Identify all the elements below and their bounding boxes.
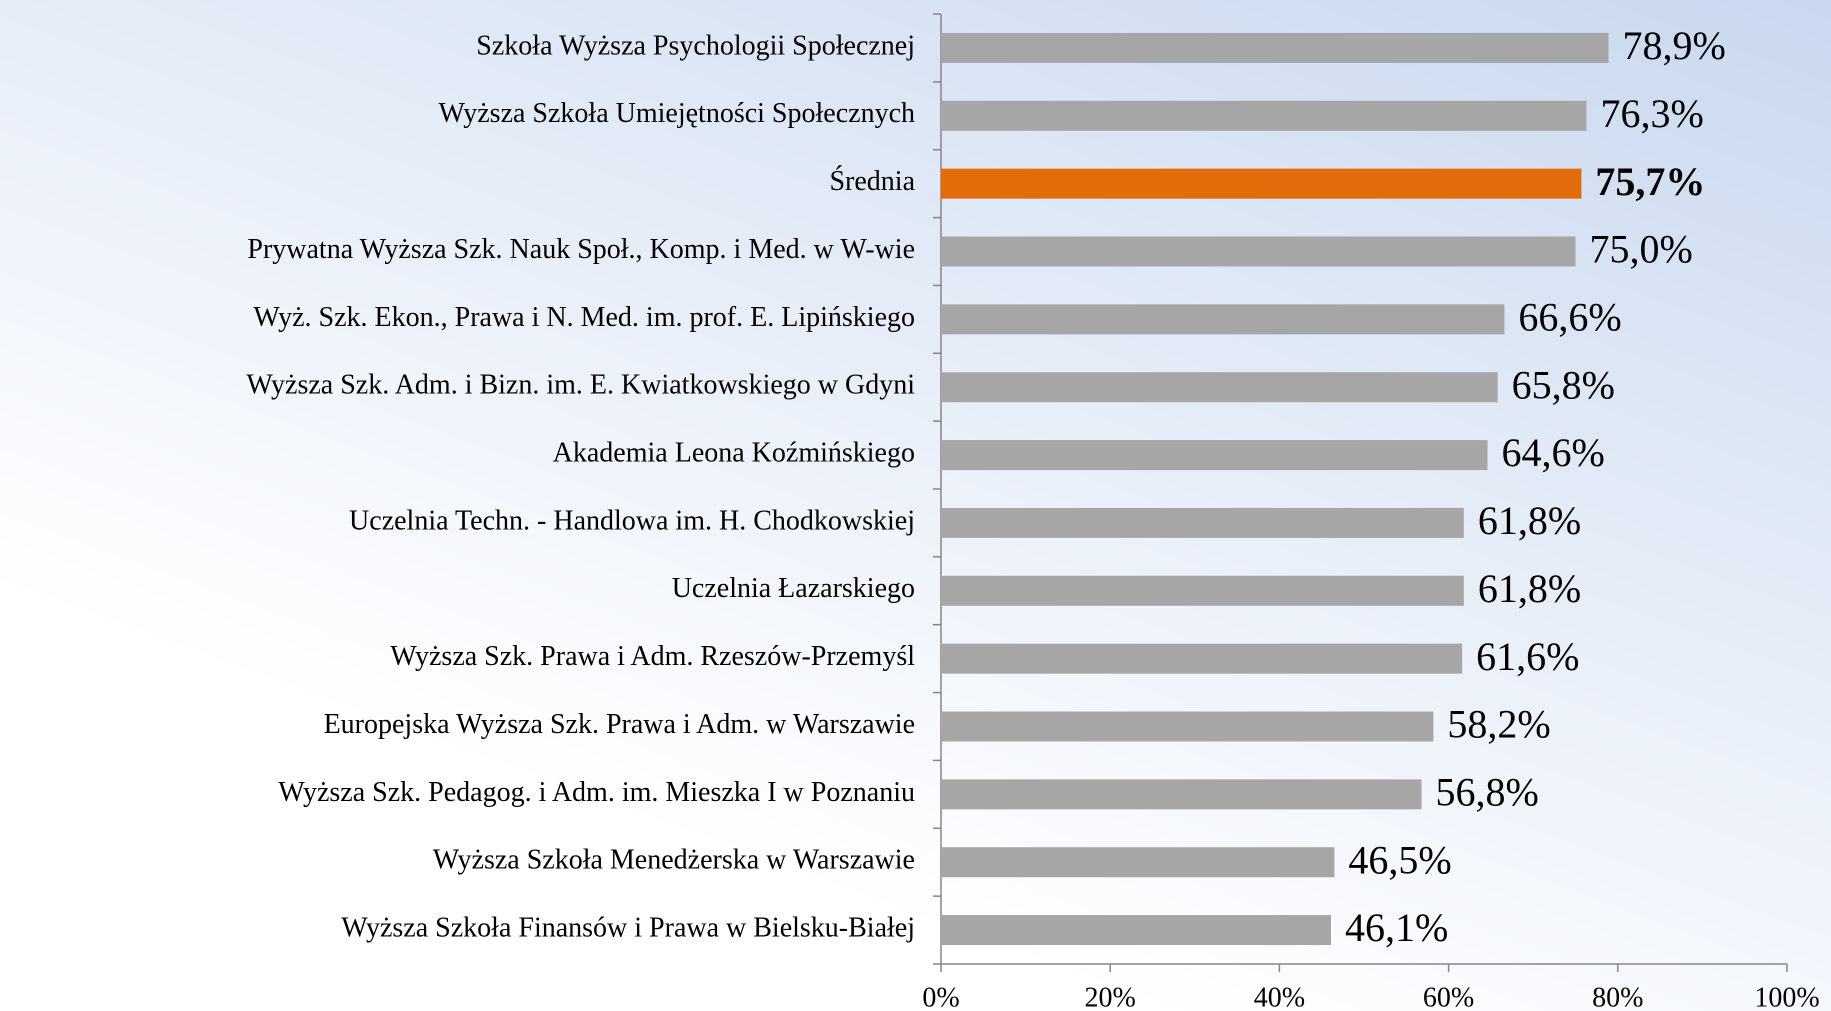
value-label: 46,1% [1345, 905, 1448, 950]
value-label: 46,5% [1348, 837, 1451, 882]
bar [941, 372, 1498, 403]
value-label: 61,6% [1476, 634, 1579, 679]
category-label: Uczelnia Łazarskiego [672, 573, 915, 604]
category-label: Wyższa Szkoła Menedżerska w Warszawie [433, 845, 915, 876]
value-label: 61,8% [1478, 566, 1581, 611]
bar [941, 847, 1335, 878]
bar [941, 643, 1463, 674]
bar [941, 32, 1609, 63]
x-tick-label: 20% [1085, 982, 1136, 1011]
value-label: 76,3% [1600, 91, 1703, 136]
value-label: 75,7% [1595, 159, 1705, 204]
bar [941, 575, 1464, 606]
bar [941, 236, 1576, 267]
x-tick-label: 0% [922, 982, 959, 1011]
category-label: Wyższa Szk. Prawa i Adm. Rzeszów-Przemyś… [390, 641, 915, 672]
value-label: 78,9% [1622, 23, 1725, 68]
category-label: Akademia Leona Koźmińskiego [553, 437, 915, 468]
bar [941, 304, 1505, 335]
category-label: Europejska Wyższa Szk. Prawa i Adm. w Wa… [324, 709, 915, 740]
bar [941, 100, 1587, 131]
category-label: Uczelnia Techn. - Handlowa im. H. Chodko… [349, 505, 915, 536]
category-label: Wyższa Szkoła Umiejętności Społecznych [439, 98, 916, 129]
bar [941, 168, 1582, 199]
category-label: Wyż. Szk. Ekon., Prawa i N. Med. im. pro… [253, 302, 915, 333]
value-label: 56,8% [1436, 770, 1539, 815]
x-tick-label: 80% [1592, 982, 1643, 1011]
value-label: 61,8% [1478, 498, 1581, 543]
bar [941, 507, 1464, 538]
x-tick-label: 100% [1754, 982, 1819, 1011]
value-label: 64,6% [1502, 430, 1605, 475]
value-label: 65,8% [1512, 362, 1615, 407]
category-label: Szkoła Wyższa Psychologii Społecznej [476, 30, 915, 61]
category-label: Średnia [829, 166, 915, 197]
x-tick-label: 60% [1423, 982, 1474, 1011]
bar [941, 440, 1488, 471]
value-label: 58,2% [1447, 702, 1550, 747]
category-label: Wyższa Szk. Adm. i Bizn. im. E. Kwiatkow… [246, 370, 915, 401]
category-label: Wyższa Szkoła Finansów i Prawa w Bielsku… [341, 912, 915, 943]
x-tick-label: 40% [1254, 982, 1305, 1011]
category-label: Wyższa Szk. Pedagog. i Adm. im. Mieszka … [278, 777, 915, 808]
bar [941, 915, 1332, 946]
value-label: 75,0% [1590, 227, 1693, 272]
value-label: 66,6% [1518, 295, 1621, 340]
bar [941, 711, 1434, 742]
category-label: Prywatna Wyższa Szk. Nauk Społ., Komp. i… [247, 234, 915, 265]
bar [941, 779, 1422, 810]
